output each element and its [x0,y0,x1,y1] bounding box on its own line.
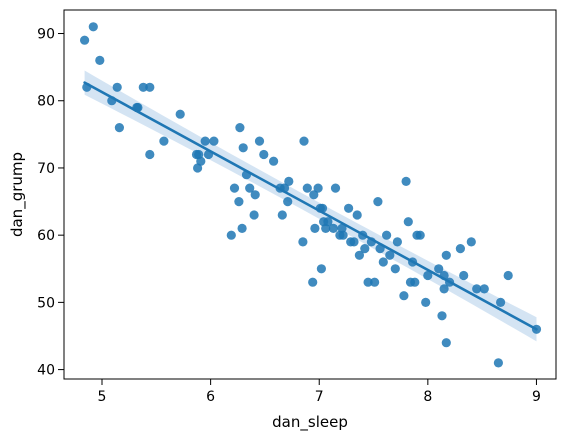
data-point [399,291,409,301]
data-point [503,270,513,281]
data-point [145,149,155,160]
data-point [354,250,364,260]
data-point [328,223,338,233]
plot-frame [63,9,557,380]
data-point [88,22,98,32]
data-point [370,277,380,287]
data-point [472,284,482,294]
data-point [373,197,383,207]
y-tick-label: 50 [37,295,55,311]
data-point [434,264,444,274]
x-tick-label: 9 [532,389,541,405]
data-point [479,284,489,294]
data-point [437,311,447,321]
data-point [138,82,148,92]
x-tick-label: 8 [423,389,432,405]
data-point [390,264,400,274]
data-point [269,156,279,166]
data-point [283,197,293,207]
regression-line-layer [83,81,538,331]
data-point [382,230,392,240]
x-axis-ticks: 5 6 7 8 9 [98,379,541,405]
data-point [309,190,319,200]
data-point [360,244,370,254]
data-point [363,277,373,287]
data-point [316,264,326,274]
data-point [308,277,318,287]
x-tick-label: 5 [98,389,107,405]
points-layer [80,22,542,368]
y-axis-ticks: 40 50 60 70 80 90 [37,27,64,379]
data-point [234,197,244,207]
data-point [423,270,433,281]
data-point [298,237,308,247]
data-point [496,297,506,307]
data-point [401,176,411,186]
data-point [392,237,402,247]
y-tick-label: 70 [37,161,55,177]
data-point [313,183,323,193]
data-point [302,183,312,193]
data-point [441,338,451,348]
data-point [466,237,476,247]
y-tick-label: 60 [37,228,55,244]
x-tick-label: 6 [206,389,215,405]
y-tick-label: 90 [37,27,55,43]
data-point [455,244,465,254]
data-point [493,358,503,368]
y-axis-label: dan_grump [8,152,27,237]
data-point [175,109,185,119]
data-point [114,123,124,133]
x-tick-label: 7 [315,389,324,405]
y-tick-label: 80 [37,94,55,110]
data-point [338,230,348,240]
data-point [323,217,333,227]
data-point [237,223,247,233]
data-point [249,210,259,220]
data-point [439,284,449,294]
data-point [245,183,255,193]
data-point [337,223,347,233]
data-point [385,250,395,260]
data-point [421,297,431,307]
x-axis-label: dan_sleep [272,413,348,432]
data-point [403,217,413,227]
data-point [238,143,248,153]
data-point [80,35,90,45]
data-point [277,210,287,220]
data-point [145,82,155,92]
regression-line [83,81,538,331]
data-point [352,210,362,220]
data-point [235,123,245,133]
data-point [299,136,309,146]
data-point [159,136,169,146]
data-point [254,136,265,146]
data-point [95,55,105,65]
data-point [226,230,236,240]
data-point [259,149,269,160]
data-point [349,237,359,247]
data-point [200,136,210,146]
y-tick-label: 40 [37,363,55,379]
data-point [250,190,260,200]
data-point [410,277,420,287]
data-point [284,176,294,186]
data-point [209,136,219,146]
data-point [344,203,354,213]
data-point [112,82,122,92]
data-point [415,230,425,240]
data-point [310,223,320,233]
data-point [378,257,388,267]
data-point [229,183,240,193]
data-point [196,156,206,166]
data-point [330,183,341,193]
data-point [459,270,469,281]
data-point [441,250,451,260]
